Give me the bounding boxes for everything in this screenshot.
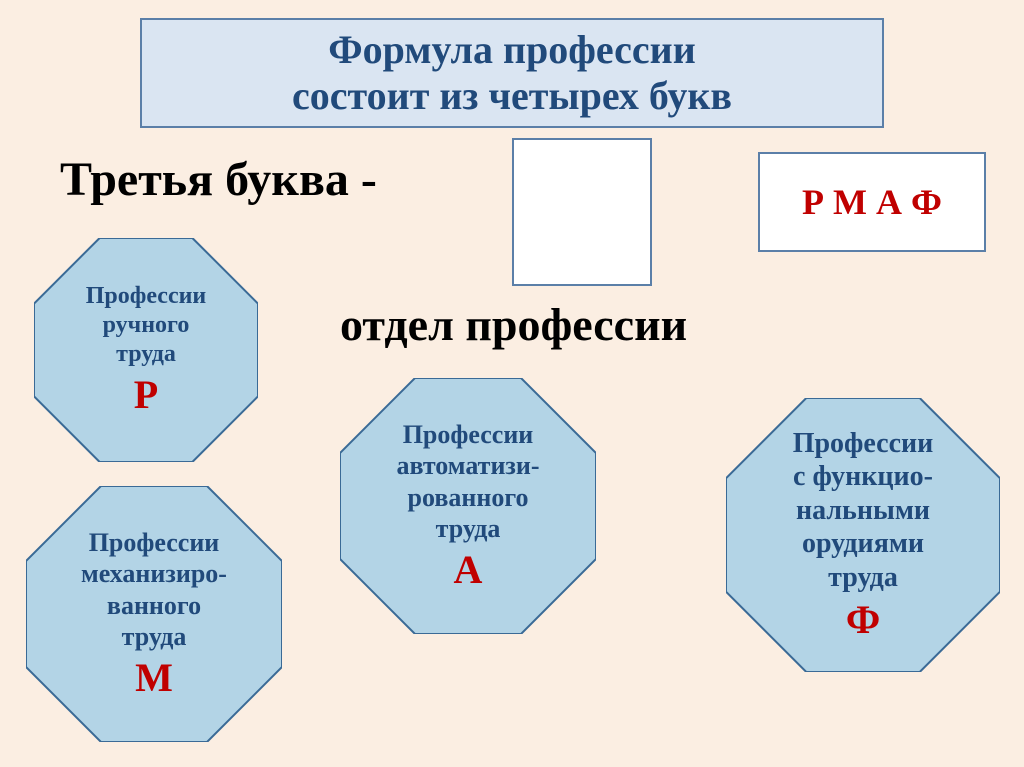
title-line2: состоит из четырех букв	[292, 73, 732, 119]
subtitle: Третья буква -	[60, 152, 377, 207]
octagon-content: Профессиис функцио-нальнымиорудиямитруда…	[726, 398, 1000, 672]
octagon-desc: Профессиимеханизиро-ванноготруда	[81, 527, 227, 652]
octagon-desc: Профессиис функцио-нальнымиорудиямитруда	[793, 427, 934, 595]
octagon-content: Профессиимеханизиро-ванноготрудаМ	[26, 486, 282, 742]
empty-box	[512, 138, 652, 286]
title-box: Формула профессии состоит из четырех бук…	[140, 18, 884, 128]
octagon-a: Профессииавтоматизи-рованноготрудаА	[340, 378, 596, 634]
octagon-desc: Профессииручноготруда	[86, 282, 207, 368]
octagon-content: Профессииавтоматизи-рованноготрудаА	[340, 378, 596, 634]
section-title: отдел профессии	[340, 298, 687, 351]
octagon-content: ПрофессииручноготрудаР	[34, 238, 258, 462]
letters-box: Р М А Ф	[758, 152, 986, 252]
octagon-letter: М	[135, 654, 173, 701]
octagon-f: Профессиис функцио-нальнымиорудиямитруда…	[726, 398, 1000, 672]
octagon-letter: А	[454, 546, 483, 593]
octagon-r: ПрофессииручноготрудаР	[34, 238, 258, 462]
title-line1: Формула профессии	[328, 27, 696, 73]
octagon-m: Профессиимеханизиро-ванноготрудаМ	[26, 486, 282, 742]
octagon-desc: Профессииавтоматизи-рованноготруда	[396, 419, 539, 544]
octagon-letter: Р	[134, 371, 158, 418]
octagon-letter: Ф	[846, 596, 880, 643]
